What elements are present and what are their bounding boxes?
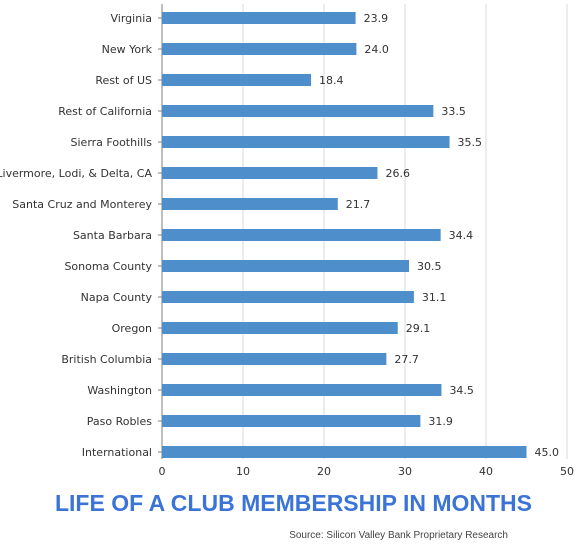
category-label: Sonoma County bbox=[64, 260, 152, 273]
bar bbox=[162, 167, 378, 179]
chart-title: LIFE OF A CLUB MEMBERSHIP IN MONTHS bbox=[54, 490, 533, 516]
category-label: Livermore, Lodi, & Delta, CA bbox=[0, 167, 152, 180]
value-label: 26.6 bbox=[385, 167, 410, 180]
x-tick-label: 10 bbox=[236, 465, 250, 478]
value-label: 27.7 bbox=[394, 353, 419, 366]
chart-source: Source: Silicon Valley Bank Proprietary … bbox=[289, 530, 508, 541]
category-label: Washington bbox=[87, 384, 152, 397]
category-label: British Columbia bbox=[61, 353, 152, 366]
bar bbox=[162, 353, 387, 365]
bars bbox=[162, 12, 527, 458]
value-label: 30.5 bbox=[417, 260, 442, 273]
category-label: Virginia bbox=[111, 12, 152, 25]
category-label: Oregon bbox=[112, 322, 152, 335]
labels: 0 10 20 30 40 50 Virginia 23.9 New York 24.0 Rest … bbox=[0, 12, 574, 478]
category-label: Napa County bbox=[81, 291, 153, 304]
value-label: 29.1 bbox=[406, 322, 431, 335]
bar bbox=[162, 415, 421, 427]
value-label: 35.5 bbox=[458, 136, 483, 149]
bar bbox=[162, 446, 527, 458]
x-tick-label: 40 bbox=[479, 465, 493, 478]
bar bbox=[162, 12, 356, 24]
value-label: 31.9 bbox=[428, 415, 453, 428]
category-label: New York bbox=[102, 43, 153, 56]
x-tick-label: 20 bbox=[317, 465, 331, 478]
bar bbox=[162, 260, 410, 272]
category-label: Rest of US bbox=[95, 74, 152, 87]
bar bbox=[162, 384, 442, 396]
x-tick-label: 50 bbox=[560, 465, 574, 478]
bar bbox=[162, 229, 441, 241]
value-label: 33.5 bbox=[441, 105, 466, 118]
category-label: Sierra Foothills bbox=[71, 136, 153, 149]
value-label: 45.0 bbox=[535, 446, 560, 459]
value-label: 23.9 bbox=[364, 12, 389, 25]
value-label: 21.7 bbox=[346, 198, 371, 211]
axes bbox=[158, 4, 163, 459]
x-tick-label: 0 bbox=[159, 465, 166, 478]
category-label: International bbox=[82, 446, 152, 459]
value-label: 34.5 bbox=[449, 384, 474, 397]
bar bbox=[162, 291, 414, 303]
value-label: 18.4 bbox=[319, 74, 344, 87]
bar bbox=[162, 74, 312, 86]
bar bbox=[162, 136, 450, 148]
category-label: Paso Robles bbox=[87, 415, 153, 428]
bar bbox=[162, 198, 338, 210]
value-label: 24.0 bbox=[364, 43, 389, 56]
value-label: 31.1 bbox=[422, 291, 447, 304]
x-tick-label: 30 bbox=[398, 465, 412, 478]
value-label: 34.4 bbox=[449, 229, 474, 242]
category-label: Santa Cruz and Monterey bbox=[12, 198, 152, 211]
bar bbox=[162, 105, 434, 117]
category-label: Santa Barbara bbox=[73, 229, 152, 242]
category-label: Rest of California bbox=[58, 105, 152, 118]
bar bbox=[162, 43, 357, 55]
bar bbox=[162, 322, 398, 334]
